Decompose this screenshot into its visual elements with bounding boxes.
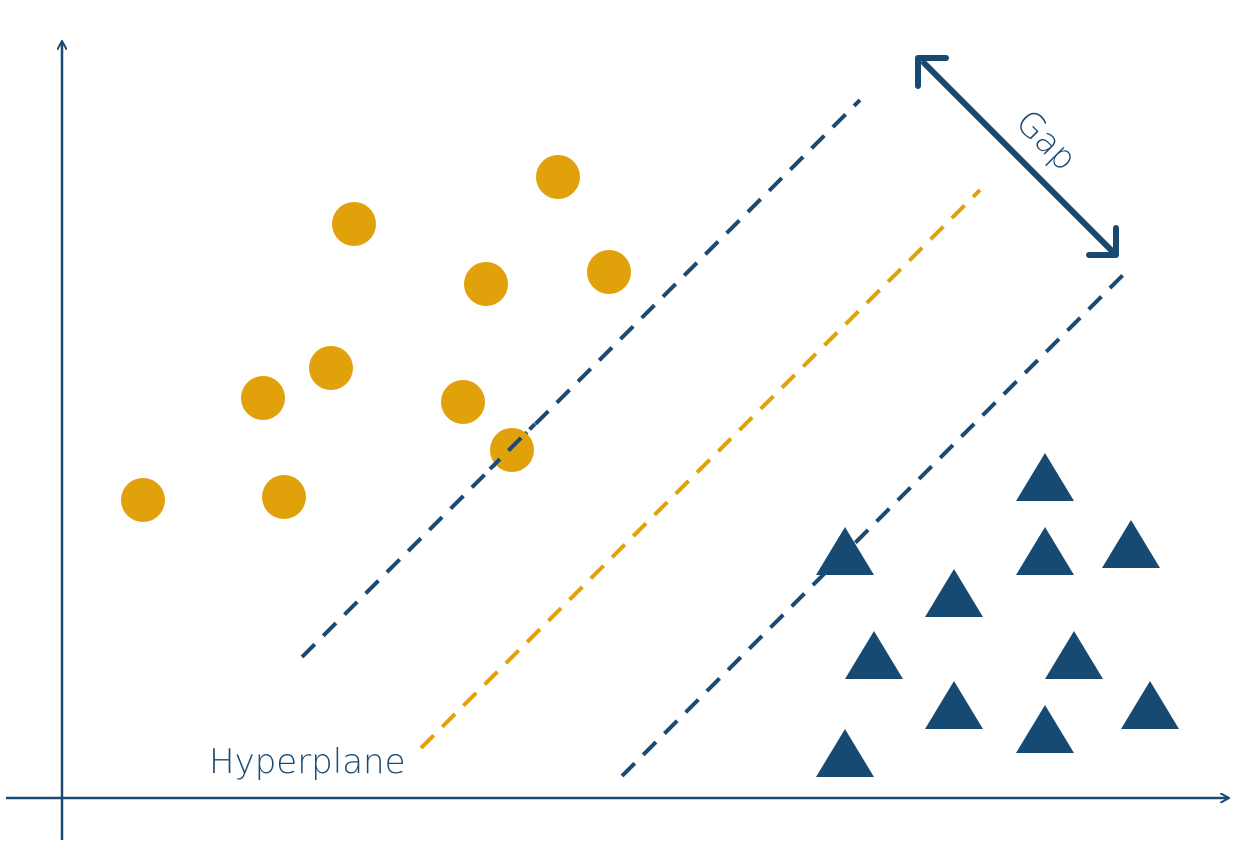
decision-lines bbox=[300, 98, 1126, 778]
circle-point bbox=[587, 250, 631, 294]
circle-point bbox=[309, 346, 353, 390]
circle-point bbox=[262, 475, 306, 519]
gap-label: Gap bbox=[1008, 102, 1085, 179]
triangle-point bbox=[1016, 527, 1074, 575]
triangle-point bbox=[1045, 631, 1103, 679]
lower-margin-line bbox=[620, 272, 1126, 778]
gap-arrowhead-bottom bbox=[1086, 225, 1119, 258]
triangle-point bbox=[816, 729, 874, 777]
circle-point bbox=[121, 478, 165, 522]
triangle-point bbox=[925, 681, 983, 729]
class-triangles bbox=[816, 453, 1179, 777]
circle-point bbox=[332, 202, 376, 246]
axes bbox=[6, 42, 1228, 840]
hyperplane-label: Hyperplane bbox=[209, 742, 406, 782]
triangle-point bbox=[1121, 681, 1179, 729]
upper-margin-line bbox=[300, 98, 862, 659]
triangle-point bbox=[925, 569, 983, 617]
triangle-point bbox=[816, 527, 874, 575]
triangle-point bbox=[1016, 705, 1074, 753]
triangle-point bbox=[845, 631, 903, 679]
upper-margin-line-overlay bbox=[488, 422, 537, 471]
gap-arrow bbox=[915, 55, 1119, 258]
circle-point bbox=[536, 155, 580, 199]
class-circles bbox=[121, 155, 631, 522]
hyperplane-line bbox=[419, 188, 982, 750]
triangle-point bbox=[1016, 453, 1074, 501]
gap-arrowhead-top bbox=[915, 55, 949, 89]
triangle-point bbox=[1102, 520, 1160, 568]
circle-point bbox=[441, 380, 485, 424]
circle-point bbox=[241, 376, 285, 420]
circle-point bbox=[464, 262, 508, 306]
gap-arrow-shaft bbox=[921, 60, 1114, 253]
circle-point bbox=[490, 428, 534, 472]
